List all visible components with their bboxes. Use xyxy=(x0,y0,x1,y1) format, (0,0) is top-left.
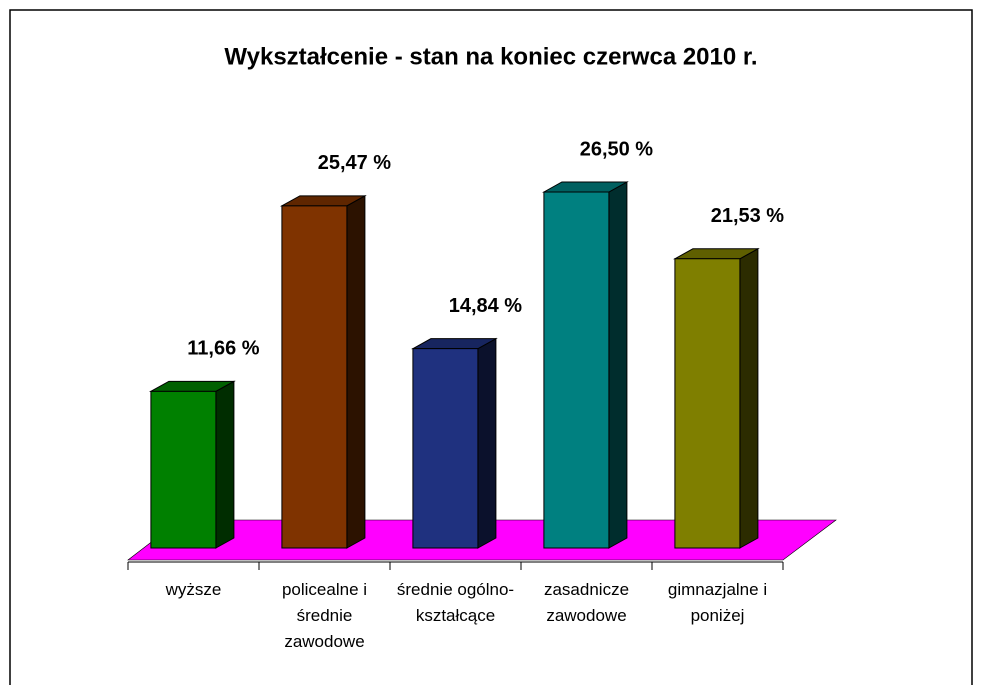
bar-front xyxy=(281,205,348,549)
bar xyxy=(279,194,367,549)
bar xyxy=(541,181,629,549)
chart-title: Wykształcenie - stan na koniec czerwca 2… xyxy=(224,43,757,70)
x-tick-label: zasadnicze zawodowe xyxy=(543,580,630,625)
value-label: 25,47 % xyxy=(318,152,392,174)
value-label: 14,84 % xyxy=(449,295,523,317)
bar-front xyxy=(543,191,610,549)
bar xyxy=(148,380,236,549)
x-tick-label: gimnazjalne i poniżej xyxy=(667,580,768,625)
x-tick-label: policealne i średnie zawodowe xyxy=(281,580,368,651)
x-tick-label: wyższe xyxy=(165,580,222,599)
value-label: 26,50 % xyxy=(580,138,654,160)
x-tick-label: średnie ogólno-kształcące xyxy=(396,580,515,625)
bar-side xyxy=(608,181,628,549)
bar xyxy=(410,337,498,549)
bar-side xyxy=(739,247,759,549)
bar-front xyxy=(674,258,741,549)
value-label: 21,53 % xyxy=(711,205,785,227)
value-label: 11,66 % xyxy=(187,338,260,360)
bar xyxy=(672,247,760,549)
bar-front xyxy=(150,390,217,549)
bar-side xyxy=(346,194,366,549)
bar-side xyxy=(477,337,497,549)
bar-front xyxy=(412,348,479,549)
bar-side xyxy=(215,380,235,549)
